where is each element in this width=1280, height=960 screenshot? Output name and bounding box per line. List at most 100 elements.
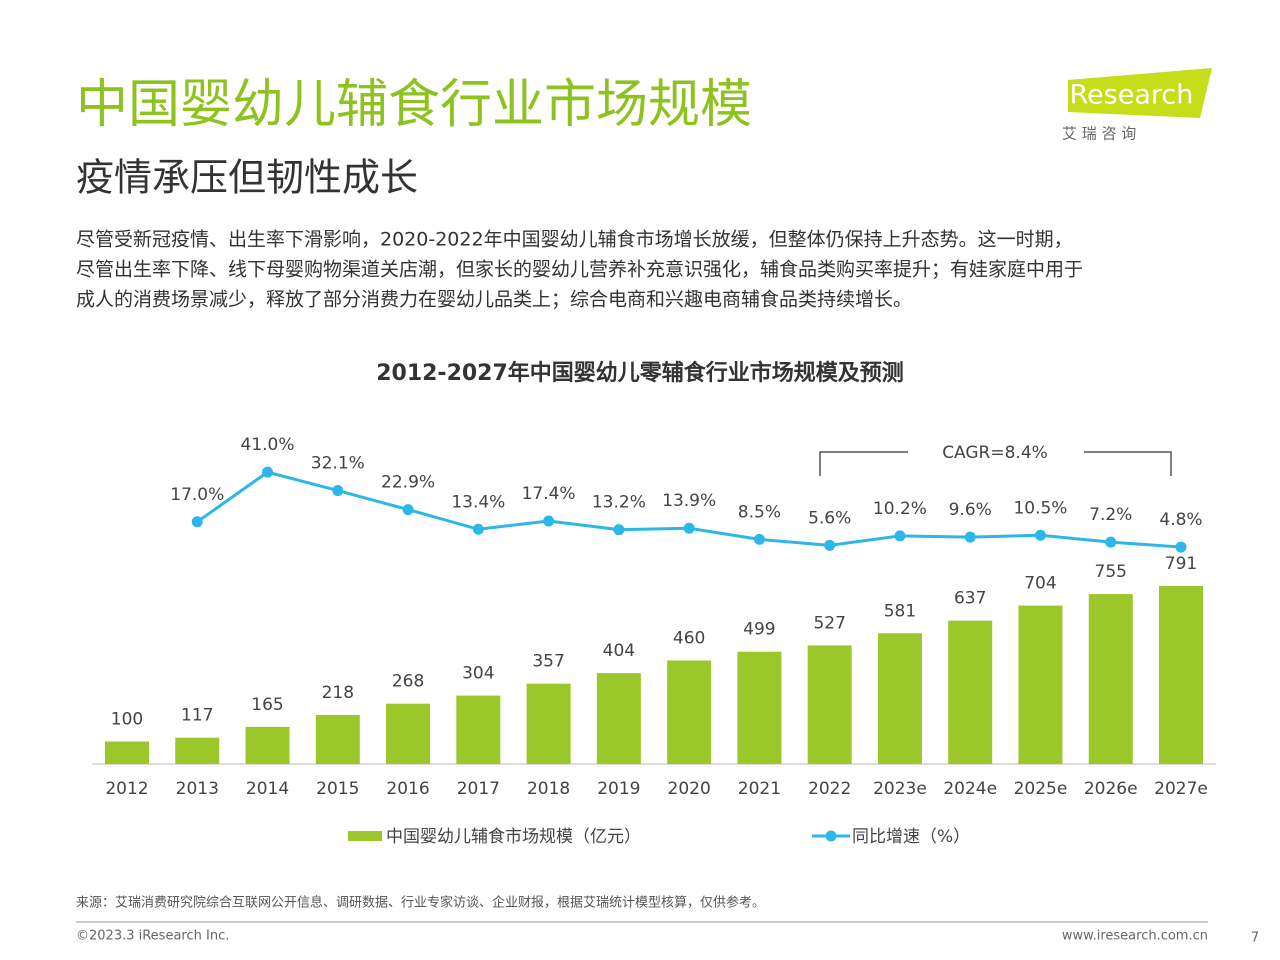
data-label: 8.5%: [738, 502, 781, 522]
data-label: 10.5%: [1013, 498, 1067, 518]
x-tick-label: 2016: [386, 779, 429, 799]
data-label: 218: [322, 683, 354, 703]
bracket-right: [1084, 451, 1172, 476]
marker: [262, 466, 274, 478]
logo-cn: 艾 瑞 咨 询: [1062, 125, 1136, 143]
subtitle: 疫情承压但韧性成长: [76, 156, 418, 200]
data-label: 527: [813, 613, 845, 633]
bar: [315, 714, 360, 764]
page-number: 7: [1251, 931, 1259, 946]
x-tick-label: 2015: [316, 779, 359, 799]
marker: [1034, 529, 1046, 541]
bracket-left: [819, 451, 908, 476]
website: www.iresearch.com.cn: [1062, 929, 1208, 944]
x-tick-label: 2017: [457, 779, 500, 799]
copyright: ©2023.3 iResearch Inc.: [76, 929, 229, 944]
bar: [1088, 594, 1133, 764]
title: 中国婴幼儿辅食行业市场规模: [76, 75, 752, 135]
marker: [402, 504, 414, 516]
marker: [472, 523, 484, 535]
x-tick-label: 2023e: [873, 779, 927, 799]
marker: [1175, 541, 1187, 553]
data-label: 165: [251, 695, 283, 715]
x-tick-label: 2019: [597, 779, 640, 799]
bar: [175, 737, 220, 764]
bar: [526, 683, 571, 764]
x-tick-label: 2013: [176, 779, 219, 799]
marker: [543, 515, 555, 527]
data-label: 499: [743, 620, 775, 640]
data-label: 9.6%: [949, 500, 992, 520]
marker: [894, 530, 906, 542]
bar: [807, 645, 852, 764]
source: 来源：艾瑞消费研究院综合互联网公开信息、调研数据、行业专家访谈、企业财报，根据艾…: [76, 895, 765, 911]
marker: [824, 539, 836, 551]
bar: [596, 673, 641, 764]
data-label: 755: [1095, 562, 1127, 582]
logo: iResearch: [1062, 80, 1193, 111]
data-label: 637: [954, 589, 986, 609]
data-label: 304: [462, 664, 494, 684]
x-tick-label: 2014: [246, 779, 289, 799]
x-tick-label: 2025e: [1014, 779, 1068, 799]
bar: [105, 741, 149, 764]
data-label: 13.2%: [592, 493, 646, 513]
logo-shape: [1068, 68, 1212, 118]
bar: [386, 703, 431, 764]
data-label: 704: [1024, 574, 1056, 594]
annotation: CAGR=8.4%: [942, 443, 1048, 463]
data-label: 13.9%: [662, 491, 716, 511]
legend-swatch: [825, 830, 837, 842]
marker: [683, 522, 695, 534]
bar: [456, 695, 501, 764]
data-label: 41.0%: [241, 435, 295, 455]
marker: [191, 516, 203, 528]
data-label: 268: [392, 672, 424, 692]
data-label: 117: [181, 706, 213, 726]
marker: [613, 524, 625, 536]
marker: [1105, 536, 1117, 548]
x-tick-label: 2020: [668, 779, 711, 799]
data-label: 17.0%: [170, 485, 224, 505]
data-label: 404: [603, 641, 635, 661]
paragraph-line: 尽管出生率下降、线下母婴购物渠道关店潮，但家长的婴幼儿营养补充意识强化，辅食品类…: [76, 259, 1083, 281]
data-label: 10.2%: [873, 499, 927, 519]
bar: [737, 651, 782, 764]
marker: [753, 533, 765, 545]
data-label: 13.4%: [451, 492, 505, 512]
data-label: 22.9%: [381, 473, 435, 493]
data-label: 100: [111, 709, 143, 729]
bar: [1018, 605, 1063, 764]
x-tick-label: 2018: [527, 779, 570, 799]
x-tick-label: 2022: [808, 779, 851, 799]
data-label: 7.2%: [1089, 505, 1132, 525]
data-label: 5.6%: [808, 508, 851, 528]
bar: [877, 633, 922, 764]
data-label: 581: [884, 601, 916, 621]
data-label: 357: [532, 652, 564, 672]
legend-label: 中国婴幼儿辅食市场规模（亿元）: [386, 827, 641, 847]
data-label: 791: [1165, 554, 1197, 574]
data-label: 17.4%: [522, 484, 576, 504]
legend-swatch: [348, 831, 382, 841]
bar: [1159, 586, 1203, 764]
data-label: 32.1%: [311, 454, 365, 474]
paragraph-line: 尽管受新冠疫情、出生率下滑影响，2020-2022年中国婴幼儿辅食市场增长放缓，…: [76, 229, 1073, 251]
chart-title: 2012-2027年中国婴幼儿零辅食行业市场规模及预测: [376, 360, 904, 386]
bar: [245, 726, 290, 764]
paragraph-line: 成人的消费场景减少，释放了部分消费力在婴幼儿品类上；综合电商和兴趣电商辅食品类持…: [76, 289, 912, 311]
bar: [667, 660, 712, 764]
x-tick-label: 2021: [738, 779, 781, 799]
data-label: 460: [673, 628, 705, 648]
x-tick-label: 2027e: [1154, 779, 1208, 799]
x-tick-label: 2026e: [1084, 779, 1138, 799]
x-tick-label: 2012: [105, 779, 148, 799]
cagr-bracket: [819, 451, 1172, 476]
data-label: 4.8%: [1159, 510, 1202, 530]
marker: [332, 485, 344, 497]
x-tick-label: 2024e: [943, 779, 997, 799]
legend-label: 同比增速（%）: [852, 827, 970, 847]
bar: [948, 620, 993, 764]
marker: [964, 531, 976, 543]
